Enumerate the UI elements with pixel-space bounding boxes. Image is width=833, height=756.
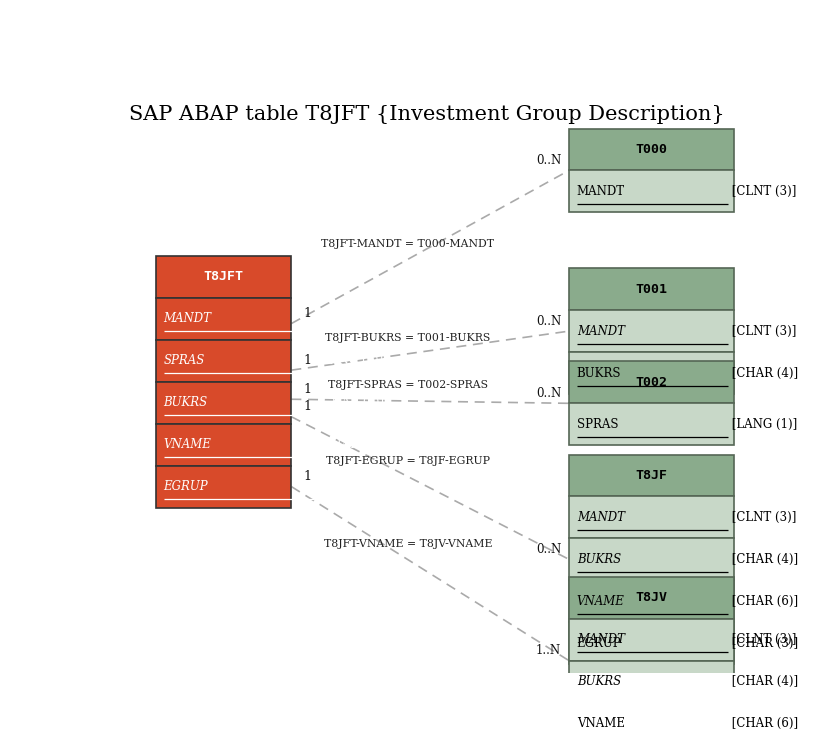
Text: SPRAS: SPRAS bbox=[576, 418, 618, 431]
Text: MANDT: MANDT bbox=[576, 185, 625, 198]
Text: [CHAR (3)]: [CHAR (3)] bbox=[314, 480, 385, 493]
Text: VNAME: VNAME bbox=[576, 717, 625, 730]
Text: [CHAR (3)]: [CHAR (3)] bbox=[727, 637, 798, 649]
Text: [CLNT (3)]: [CLNT (3)] bbox=[727, 324, 796, 338]
Text: T001: T001 bbox=[636, 283, 667, 296]
Text: [CLNT (3)]: [CLNT (3)] bbox=[727, 511, 796, 524]
Text: [CHAR (6)]: [CHAR (6)] bbox=[727, 717, 798, 730]
Bar bbox=[569, 268, 734, 310]
Text: VNAME: VNAME bbox=[163, 438, 212, 451]
Text: MANDT: MANDT bbox=[576, 634, 625, 646]
Text: [CHAR (4)]: [CHAR (4)] bbox=[314, 396, 385, 409]
Text: 0..N: 0..N bbox=[536, 154, 561, 167]
Text: 0..N: 0..N bbox=[536, 387, 561, 400]
Text: T8JFT: T8JFT bbox=[203, 271, 243, 284]
Bar bbox=[569, 577, 734, 618]
Bar bbox=[156, 298, 292, 340]
Text: EGRUP: EGRUP bbox=[576, 637, 621, 649]
Bar bbox=[569, 661, 734, 702]
Bar bbox=[156, 423, 292, 466]
Text: T8JFT-VNAME = T8JV-VNAME: T8JFT-VNAME = T8JV-VNAME bbox=[324, 539, 492, 549]
Bar bbox=[569, 310, 734, 352]
Bar bbox=[569, 622, 734, 664]
Bar bbox=[569, 170, 734, 212]
Text: [CHAR (6)]: [CHAR (6)] bbox=[727, 595, 798, 608]
Text: [CLNT (3)]: [CLNT (3)] bbox=[314, 312, 383, 325]
Text: MANDT: MANDT bbox=[576, 511, 625, 524]
Text: T8JFT-EGRUP = T8JF-EGRUP: T8JFT-EGRUP = T8JF-EGRUP bbox=[326, 456, 490, 466]
Text: 1: 1 bbox=[303, 383, 311, 395]
Bar bbox=[569, 403, 734, 445]
Bar bbox=[569, 497, 734, 538]
Bar bbox=[569, 129, 734, 170]
Bar bbox=[569, 581, 734, 622]
Text: EGRUP: EGRUP bbox=[163, 480, 208, 493]
Bar bbox=[156, 256, 292, 298]
Bar bbox=[569, 352, 734, 394]
Text: 1: 1 bbox=[303, 400, 311, 414]
Text: 1: 1 bbox=[303, 470, 311, 483]
Text: 0..N: 0..N bbox=[536, 543, 561, 556]
Text: T8JF: T8JF bbox=[636, 469, 667, 482]
Text: BUKRS: BUKRS bbox=[576, 367, 621, 380]
Bar bbox=[569, 702, 734, 745]
Text: [CLNT (3)]: [CLNT (3)] bbox=[727, 185, 796, 198]
Bar bbox=[156, 466, 292, 507]
Text: 1: 1 bbox=[303, 307, 311, 320]
Text: SAP ABAP table T8JFT {Investment Group Description}: SAP ABAP table T8JFT {Investment Group D… bbox=[129, 105, 725, 124]
Text: [CHAR (4)]: [CHAR (4)] bbox=[727, 553, 798, 565]
Bar bbox=[569, 454, 734, 497]
Text: BUKRS: BUKRS bbox=[576, 553, 621, 565]
Bar bbox=[569, 618, 734, 661]
Text: [CHAR (4)]: [CHAR (4)] bbox=[727, 367, 798, 380]
Text: VNAME: VNAME bbox=[576, 595, 625, 608]
Text: [LANG (1)]: [LANG (1)] bbox=[314, 355, 384, 367]
Text: T002: T002 bbox=[636, 376, 667, 389]
Bar bbox=[569, 538, 734, 581]
Text: BUKRS: BUKRS bbox=[163, 396, 207, 409]
Text: T8JFT-MANDT = T000-MANDT: T8JFT-MANDT = T000-MANDT bbox=[322, 239, 495, 249]
Text: SPRAS: SPRAS bbox=[163, 355, 205, 367]
Bar bbox=[156, 340, 292, 382]
Text: T000: T000 bbox=[636, 143, 667, 156]
Text: 1: 1 bbox=[303, 354, 311, 367]
Text: [CHAR (6)]: [CHAR (6)] bbox=[314, 438, 385, 451]
Bar bbox=[569, 361, 734, 403]
Bar bbox=[156, 382, 292, 423]
Text: 0..N: 0..N bbox=[536, 314, 561, 327]
Text: BUKRS: BUKRS bbox=[576, 675, 621, 688]
Text: T8JFT-SPRAS = T002-SPRAS: T8JFT-SPRAS = T002-SPRAS bbox=[328, 380, 488, 391]
Text: T8JFT-BUKRS = T001-BUKRS: T8JFT-BUKRS = T001-BUKRS bbox=[326, 333, 491, 343]
Text: [LANG (1)]: [LANG (1)] bbox=[727, 418, 797, 431]
Text: [CLNT (3)]: [CLNT (3)] bbox=[727, 634, 796, 646]
Text: 1..N: 1..N bbox=[536, 644, 561, 657]
Text: MANDT: MANDT bbox=[163, 312, 212, 325]
Text: T8JV: T8JV bbox=[636, 591, 667, 604]
Text: MANDT: MANDT bbox=[576, 324, 625, 338]
Text: [CHAR (4)]: [CHAR (4)] bbox=[727, 675, 798, 688]
